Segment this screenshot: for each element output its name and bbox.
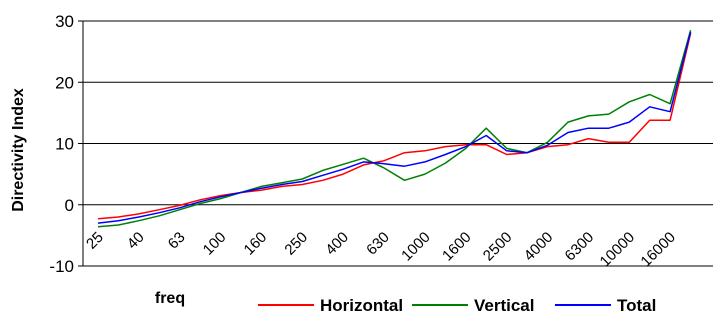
x-tick-labels: 25 40 63 100 160 250 400 630 1000 1600 2500 4000 630… [83, 229, 679, 271]
x-tick-label: 2500 [480, 229, 516, 265]
x-axis-title: freq [155, 290, 185, 307]
series-line-horizontal [97, 33, 692, 220]
y-tick-label: 10 [55, 135, 74, 154]
series-line-vertical [97, 29, 692, 228]
x-tick-label: 40 [124, 229, 148, 253]
legend: Horizontal Vertical Total [258, 296, 656, 315]
series-lines [97, 29, 692, 228]
y-tick-label: 30 [55, 12, 74, 31]
x-tick-label: 25 [83, 229, 107, 253]
legend-label-vertical: Vertical [474, 296, 535, 315]
x-tick-label: 160 [241, 229, 271, 259]
x-tick-label: 630 [363, 229, 393, 259]
x-tick-label: 1000 [398, 229, 434, 265]
x-tick-label: 10000 [597, 229, 639, 271]
x-tick-label: 100 [200, 229, 230, 259]
y-tick-label: 0 [65, 196, 74, 215]
y-tick-label: -10 [49, 257, 74, 276]
x-tick-label: 400 [322, 229, 352, 259]
legend-label-total: Total [617, 296, 656, 315]
series-line-total [97, 31, 692, 224]
gridlines [83, 20, 713, 267]
x-tick-label: 6300 [562, 229, 598, 265]
x-tick-label: 4000 [521, 229, 557, 265]
y-axis-title: Directivity Index [10, 88, 27, 212]
x-tick-label: 1600 [439, 229, 475, 265]
legend-label-horizontal: Horizontal [320, 296, 403, 315]
x-tick-label: 63 [165, 229, 189, 253]
y-tick-label: 20 [55, 73, 74, 92]
x-tick-label: 16000 [637, 229, 679, 271]
x-tick-label: 250 [281, 229, 311, 259]
y-tick-labels: -10 0 10 20 30 [49, 12, 74, 276]
